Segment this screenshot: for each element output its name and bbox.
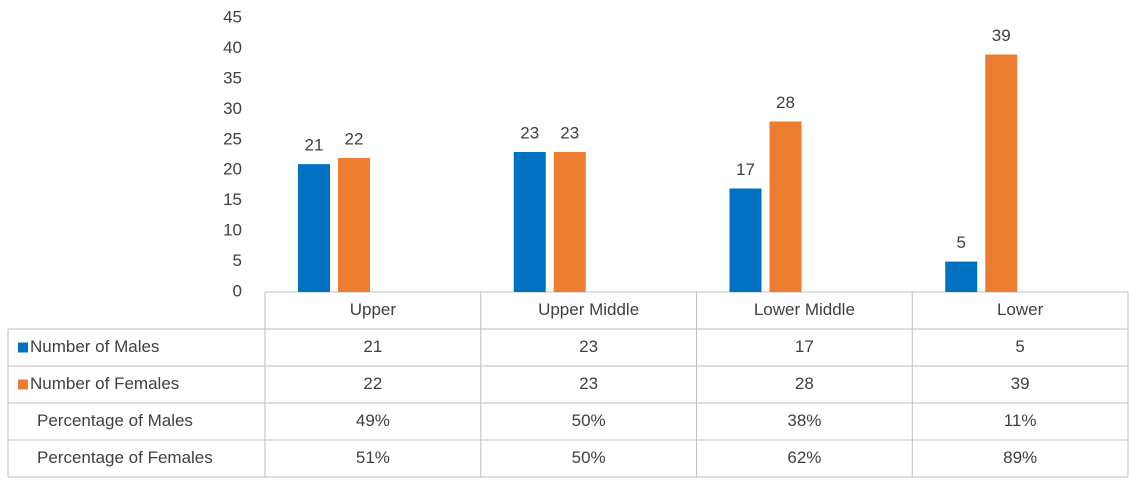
y-tick-label: 20 xyxy=(223,160,242,179)
table-cell: 38% xyxy=(787,411,821,430)
table-cell: 23 xyxy=(579,374,598,393)
data-label: 22 xyxy=(345,130,364,149)
bar xyxy=(985,54,1018,293)
legend-label: Percentage of Females xyxy=(37,448,213,467)
table-cell: 17 xyxy=(795,337,814,356)
table-cell: 39 xyxy=(1011,374,1030,393)
x-tick-label: Upper xyxy=(350,300,397,319)
y-tick-label: 5 xyxy=(233,251,242,270)
legend-label: Number of Males xyxy=(30,337,159,356)
bar xyxy=(513,151,546,292)
y-tick-label: 10 xyxy=(223,221,242,240)
bar xyxy=(729,188,762,292)
bar xyxy=(553,151,586,292)
table-cell: 28 xyxy=(795,374,814,393)
y-tick-label: 45 xyxy=(223,7,242,26)
table-cell: 62% xyxy=(787,448,821,467)
data-label: 17 xyxy=(736,160,755,179)
legend-label: Percentage of Males xyxy=(37,411,193,430)
table-cell: 51% xyxy=(356,448,390,467)
y-tick-label: 15 xyxy=(223,190,242,209)
data-label: 21 xyxy=(305,136,324,155)
y-tick-label: 25 xyxy=(223,129,242,148)
table-cell: 89% xyxy=(1003,448,1037,467)
x-tick-label: Lower xyxy=(997,300,1044,319)
legend-key xyxy=(18,342,28,353)
data-label: 28 xyxy=(776,93,795,112)
y-tick-label: 35 xyxy=(223,68,242,87)
bar xyxy=(769,121,802,292)
legend-label: Number of Females xyxy=(30,374,179,393)
data-label: 23 xyxy=(560,123,579,142)
bar xyxy=(338,158,370,292)
x-tick-label: Upper Middle xyxy=(538,300,639,319)
table-cell: 50% xyxy=(572,448,606,467)
table-cell: 50% xyxy=(572,411,606,430)
data-label: 5 xyxy=(957,233,966,252)
table-cell: 11% xyxy=(1004,411,1037,430)
table-cell: 21 xyxy=(363,337,382,356)
bar xyxy=(945,261,978,292)
table-cell: 23 xyxy=(579,337,598,356)
x-tick-label: Lower Middle xyxy=(754,300,855,319)
data-label: 39 xyxy=(992,26,1011,45)
data-label: 23 xyxy=(520,123,539,142)
table-cell: 5 xyxy=(1015,337,1024,356)
y-tick-label: 0 xyxy=(233,281,242,300)
legend-key xyxy=(18,379,28,390)
y-tick-label: 30 xyxy=(223,99,242,118)
bar xyxy=(298,164,330,292)
table-cell: 49% xyxy=(356,411,390,430)
y-tick-label: 40 xyxy=(223,38,242,57)
table-cell: 22 xyxy=(363,374,382,393)
